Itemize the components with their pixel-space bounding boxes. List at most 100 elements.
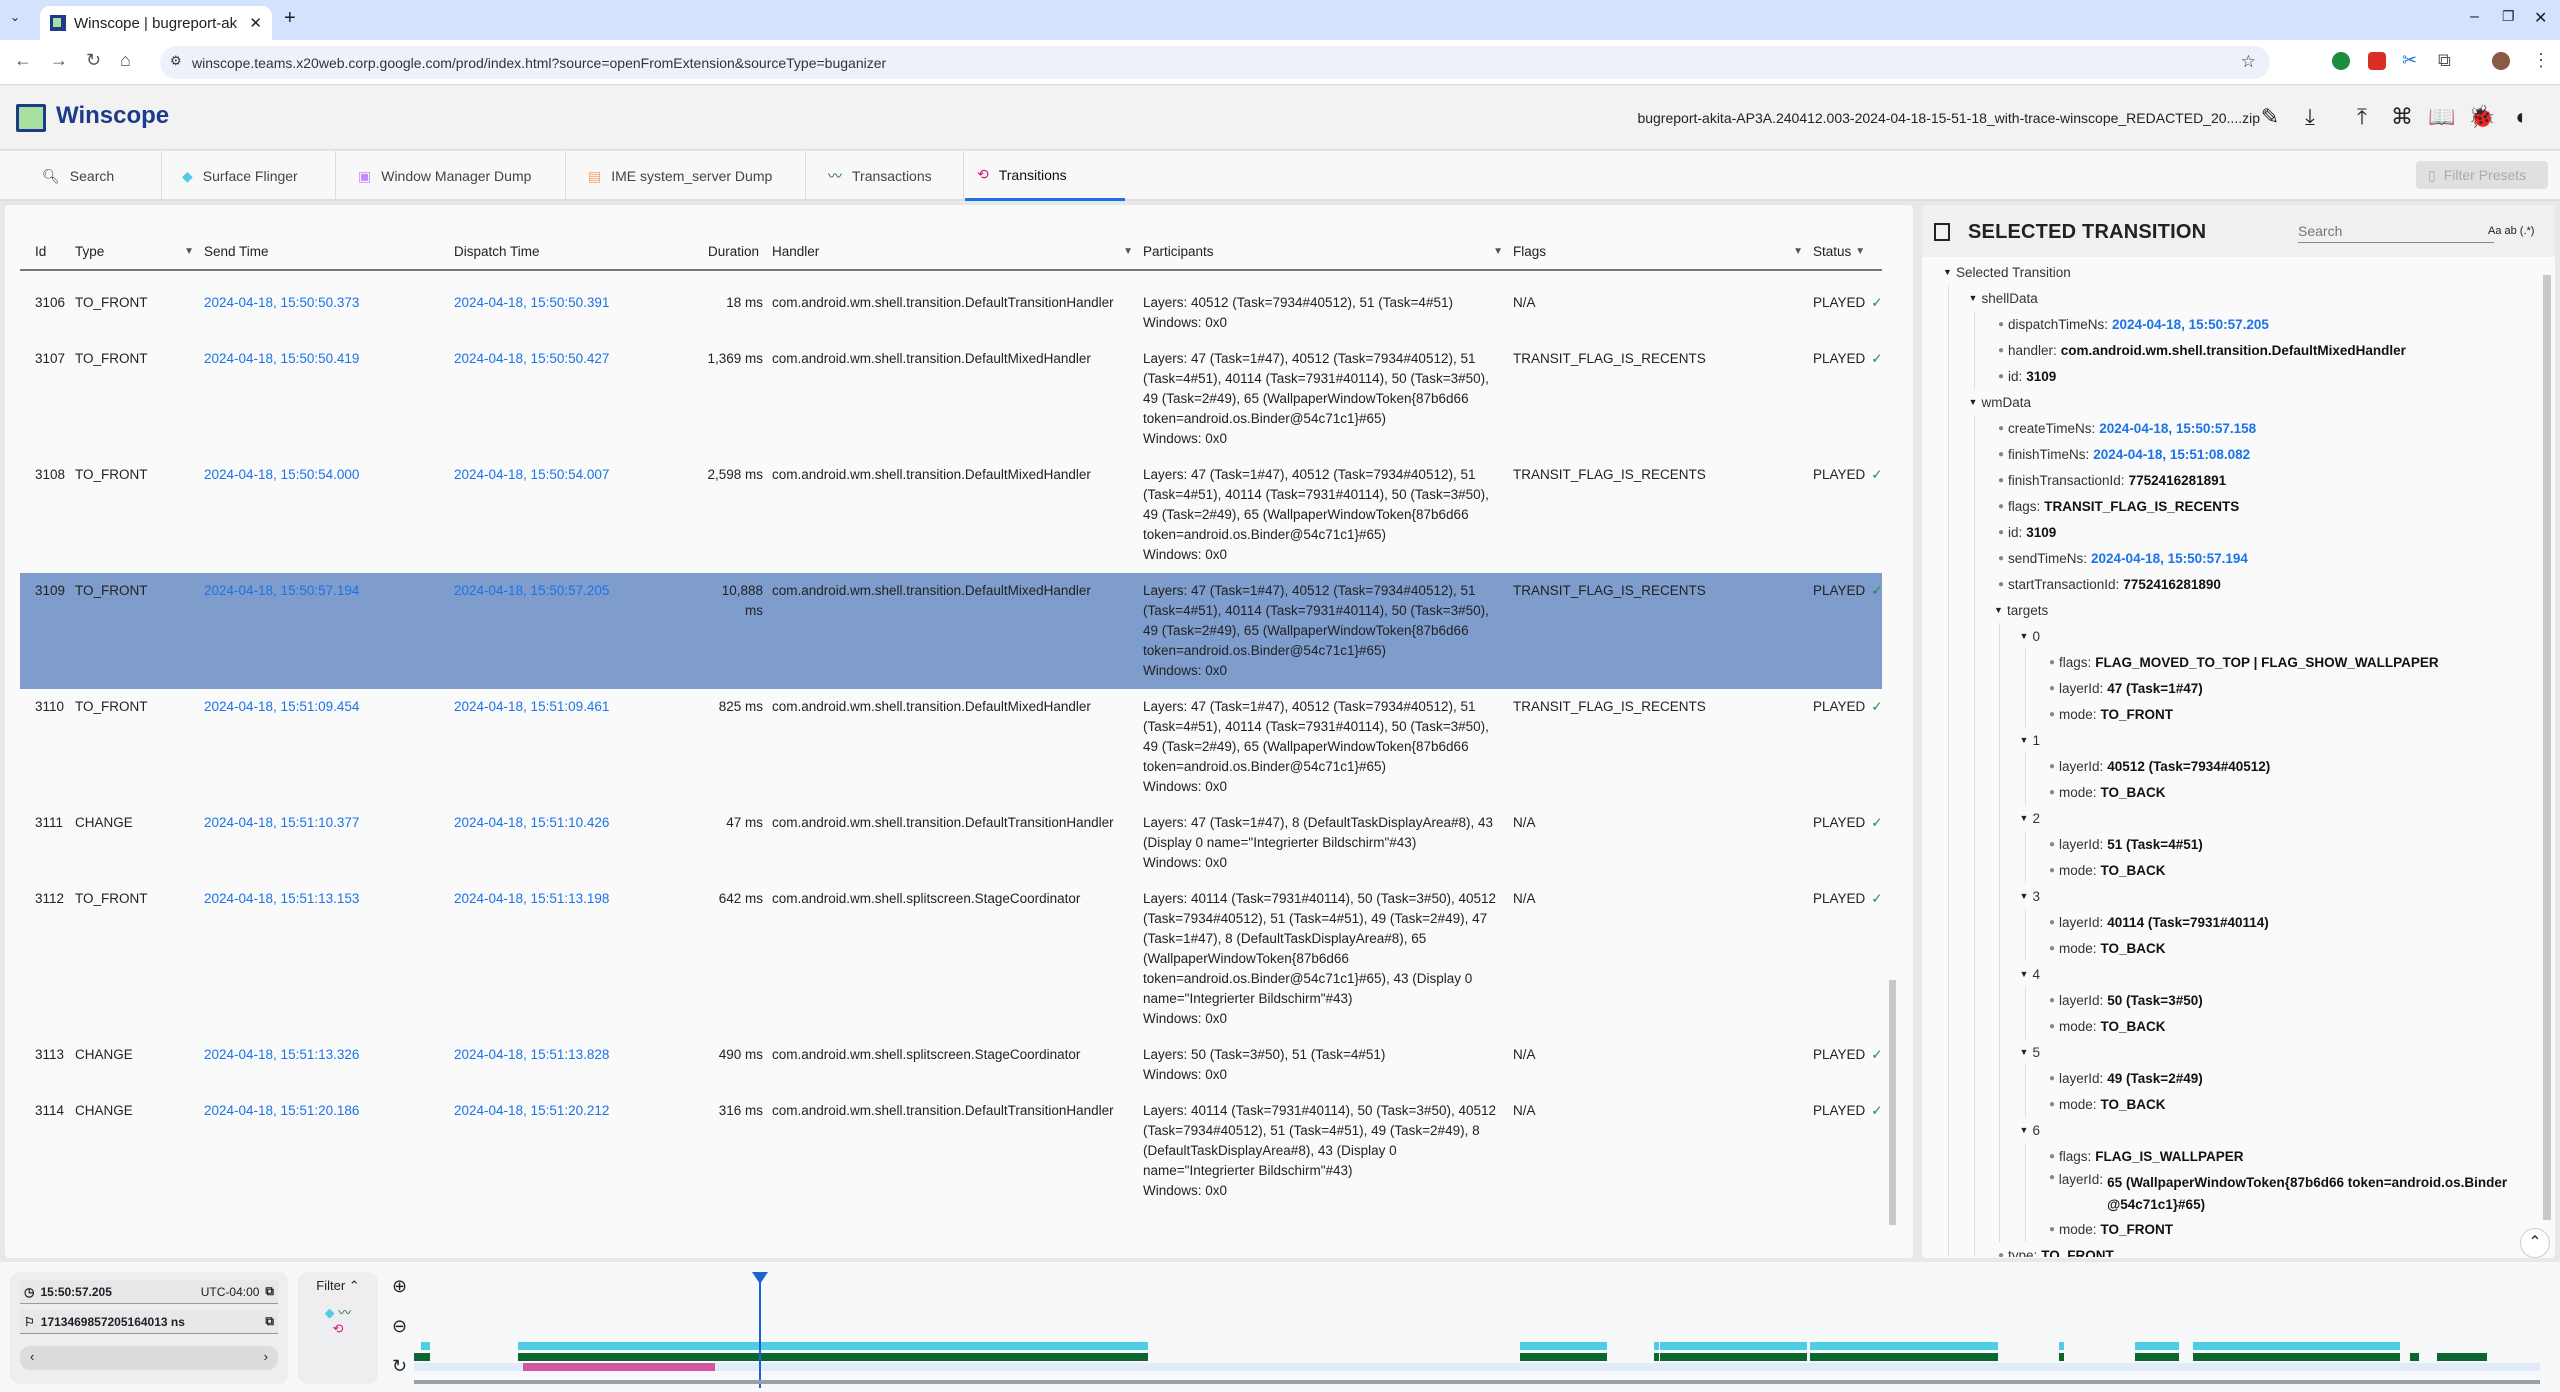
tab-search[interactable]: 🔍︎ Search [30,151,162,201]
bookmark-star-icon[interactable]: ☆ [2240,52,2256,71]
table-row[interactable]: 3110 TO_FRONT 2024-04-18, 15:51:09.454 2024… [20,689,1882,805]
tree-node-row[interactable]: ▼ Selected Transition [1943,259,2538,285]
download-icon[interactable]: ⤓ [2305,104,2315,129]
next-entry-icon[interactable]: › [263,1349,268,1364]
dispatch-time-link[interactable]: 2024-04-18, 15:50:57.205 [454,583,610,598]
transactions-toggle-icon[interactable]: 〰 [338,1305,352,1320]
surface-flinger-entry[interactable] [518,1342,1148,1350]
properties-search-input[interactable] [2298,219,2494,243]
surface-flinger-entry[interactable] [2193,1342,2400,1350]
tab-surface-flinger[interactable]: ◆ Surface Flinger [170,151,336,201]
column-header-dispatch-time[interactable]: Dispatch Time [454,243,540,259]
surface-flinger-entry[interactable] [421,1342,430,1350]
surface-flinger-entry[interactable] [1654,1342,1659,1350]
tree-node-row[interactable]: ▼ 1 [2020,727,2539,753]
filter-presets-button[interactable]: ▯ Filter Presets [2416,161,2548,189]
column-header-send-time[interactable]: Send Time [204,243,269,259]
dispatch-time-link[interactable]: 2024-04-18, 15:51:09.461 [454,699,610,714]
back-icon[interactable]: ← [14,50,32,70]
tab-search-chevron-icon[interactable]: ⌄ [10,10,21,24]
table-row[interactable]: 3106 TO_FRONT 2024-04-18, 15:50:50.373 2024… [20,285,1882,341]
send-time-link[interactable]: 2024-04-18, 15:51:10.377 [204,815,360,830]
expand-arrow-icon[interactable]: ▼ [2019,891,2029,901]
surface-flinger-entry[interactable] [1660,1342,1807,1350]
tree-node-row[interactable]: ▼ 5 [2020,1039,2539,1065]
expand-arrow-icon[interactable]: ▼ [2019,631,2029,641]
dispatch-time-link[interactable]: 2024-04-18, 15:51:13.828 [454,1047,610,1062]
restore-icon[interactable]: ❐ [2502,8,2515,24]
filter-dropdown-icon[interactable]: ▼ [184,245,194,257]
timeline-cursor[interactable] [759,1276,761,1388]
column-header-type[interactable]: Type ▼ [75,244,204,259]
tab-transactions[interactable]: 〰 Transactions [816,151,964,201]
surface-flinger-entry[interactable] [1520,1342,1607,1350]
expand-arrow-icon[interactable]: ▼ [1943,267,1952,277]
reset-zoom-icon[interactable]: ↻ [392,1356,408,1376]
expand-arrow-icon[interactable]: ▼ [2019,813,2029,823]
dispatch-time-link[interactable]: 2024-04-18, 15:50:50.391 [454,295,610,310]
copy-icon[interactable]: ⧉ [265,1314,274,1328]
browser-tab[interactable]: Winscope | bugreport-ak ✕ [40,6,272,40]
tree-node-row[interactable]: ▼ 3 [2020,883,2539,909]
dispatch-time-link[interactable]: 2024-04-18, 15:51:10.426 [454,815,610,830]
send-time-link[interactable]: 2024-04-18, 15:51:20.186 [204,1103,360,1118]
table-row[interactable]: 3111 CHANGE 2024-04-18, 15:51:10.377 2024-0… [20,805,1882,881]
upload-icon[interactable]: ⤒ [2357,104,2367,129]
send-time-link[interactable]: 2024-04-18, 15:50:57.194 [204,583,360,598]
collapse-timeline-button[interactable]: ⌃ [2520,1228,2550,1258]
dispatch-time-link[interactable]: 2024-04-18, 15:50:54.007 [454,467,610,482]
expand-arrow-icon[interactable]: ▼ [2019,969,2029,979]
property-timestamp-link[interactable]: 2024-04-18, 15:50:57.194 [2091,550,2248,566]
search-options-toggles[interactable]: Aa ab (.*) [2488,225,2535,237]
expand-arrow-icon[interactable]: ▼ [2019,735,2029,745]
zoom-in-icon[interactable]: ⊕ [392,1276,408,1296]
property-timestamp-link[interactable]: 2024-04-18, 15:50:57.158 [2099,420,2257,436]
property-timestamp-link[interactable]: 2024-04-18, 15:50:57.205 [2112,316,2269,332]
transitions-track[interactable] [414,1363,2540,1371]
extension-green-icon[interactable] [2332,52,2350,70]
table-row[interactable]: 3112 TO_FRONT 2024-04-18, 15:51:13.153 2024… [20,881,1882,1037]
dispatch-time-link[interactable]: 2024-04-18, 15:51:13.198 [454,891,610,906]
tree-node-row[interactable]: ▼ targets [1994,597,2538,623]
transactions-entry[interactable] [1660,1353,1807,1361]
close-window-icon[interactable]: ✕ [2534,10,2548,27]
send-time-link[interactable]: 2024-04-18, 15:51:13.326 [204,1047,360,1062]
extension-scissors-icon[interactable]: ✂ [2402,50,2418,70]
previous-entry-icon[interactable]: ‹ [30,1349,35,1364]
filter-dropdown-icon[interactable]: ▼ [1123,245,1133,257]
tree-node-row[interactable]: ▼ 6 [2020,1117,2539,1143]
collapse-panel-icon[interactable] [1934,223,1950,241]
filter-collapse-icon[interactable]: ⌃ [348,1278,360,1293]
ns-timestamp-field[interactable]: ⚐ 1713469857205164013 ns ⧉ [20,1310,278,1334]
properties-scrollbar-thumb[interactable] [2543,275,2551,1220]
transactions-entry[interactable] [2193,1353,2400,1361]
report-bug-icon[interactable]: 🐞 [2468,104,2496,129]
transactions-entry[interactable] [1520,1353,1607,1361]
table-scrollbar-thumb[interactable] [1889,980,1896,1225]
theme-toggle-icon[interactable]: ◐ [2515,104,2529,129]
tab-transitions[interactable]: ⟲ Transitions [965,151,1125,201]
send-time-link[interactable]: 2024-04-18, 15:50:54.000 [204,467,360,482]
tree-node-row[interactable]: ▼ shellData [1969,285,2539,311]
column-header-id[interactable]: Id [35,243,47,259]
transactions-entry[interactable] [2437,1353,2487,1361]
extensions-puzzle-icon[interactable]: ⧉ [2438,50,2451,70]
surface-flinger-entry[interactable] [1810,1342,1998,1350]
send-time-link[interactable]: 2024-04-18, 15:51:09.454 [204,699,360,714]
reload-icon[interactable]: ↻ [86,50,102,70]
expand-arrow-icon[interactable]: ▼ [2019,1125,2029,1135]
forward-icon[interactable]: → [50,50,68,70]
shortcuts-command-icon[interactable]: ⌘ [2391,104,2413,129]
transitions-toggle-icon[interactable]: ⟲ [332,1321,344,1336]
send-time-link[interactable]: 2024-04-18, 15:50:50.419 [204,351,360,366]
tab-ime-system-server-dump[interactable]: ▤ IME system_server Dump [576,151,806,201]
table-row[interactable]: 3114 CHANGE 2024-04-18, 15:51:20.186 2024-0… [20,1093,1882,1209]
column-header-flags[interactable]: Flags ▼ [1513,244,1813,259]
transactions-entry[interactable] [2410,1353,2419,1361]
column-header-participants[interactable]: Participants ▼ [1143,244,1513,259]
expand-arrow-icon[interactable]: ▼ [2019,1047,2029,1057]
filter-dropdown-icon[interactable]: ▼ [1855,245,1866,257]
timeline-tracks[interactable] [0,1262,2560,1392]
surface-flinger-entry[interactable] [2059,1342,2064,1350]
timeline-axis[interactable] [414,1380,2540,1384]
